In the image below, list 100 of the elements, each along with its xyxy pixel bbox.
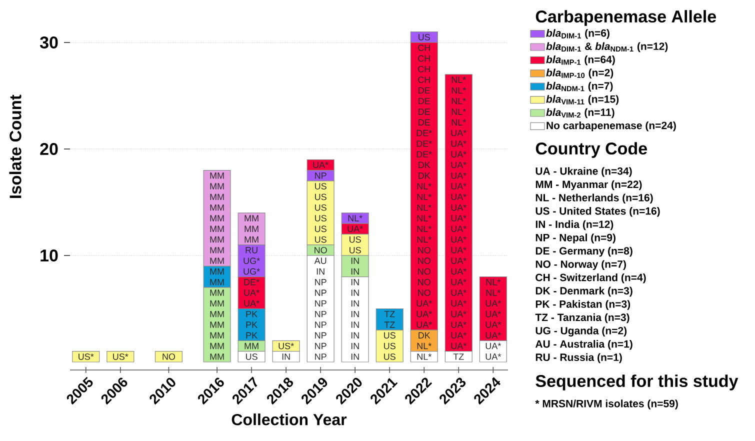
annotation: NO <box>418 290 430 296</box>
annotation: NP <box>315 172 326 179</box>
annotation: AU <box>314 258 326 264</box>
annotation: IN <box>316 268 324 275</box>
annotation: NL* <box>417 226 432 232</box>
annotation: UA* <box>451 151 466 158</box>
annotation: DE <box>418 87 430 94</box>
x-axis-title: Collection Year <box>232 414 347 426</box>
annotation: MM <box>244 342 258 350</box>
annotation: DE* <box>416 151 432 158</box>
annotation: UA* <box>451 247 466 254</box>
text: NP - Nepal (n=9) <box>536 234 616 244</box>
y-tick-label: 20 <box>40 142 58 156</box>
annotation: MM <box>210 226 224 232</box>
annotation: DK <box>418 332 430 338</box>
annotation: NO <box>418 268 430 275</box>
annotation: NP <box>315 310 326 318</box>
annotation: NO <box>418 246 430 254</box>
annotation: IN <box>351 258 359 264</box>
annotation: UA* <box>451 183 466 190</box>
annotation: NL* <box>348 215 362 222</box>
text: CH - Switzerland (n=4) <box>536 273 646 284</box>
annotation: NL* <box>452 76 466 83</box>
annotation: IN <box>351 279 359 286</box>
annotation: PK <box>246 332 258 338</box>
annotation: US <box>315 236 326 243</box>
annotation: UA* <box>486 322 502 328</box>
annotation: NO <box>162 353 176 360</box>
annotation: MM <box>210 290 224 296</box>
annotation: NL* <box>417 215 432 222</box>
annotation: RU <box>246 247 258 254</box>
annotation: NL* <box>417 183 432 190</box>
annotation: CH <box>418 44 430 52</box>
annotation: MM <box>210 354 224 360</box>
annotation: UA* <box>451 332 466 339</box>
annotation: NP <box>315 300 326 307</box>
y-axis-title: Isolate Count <box>9 94 22 198</box>
annotation: US <box>315 194 326 200</box>
annotation: UA* <box>486 300 502 307</box>
annotation: NL* <box>452 108 466 115</box>
text: DK - Denmark (n=3) <box>536 286 632 297</box>
annotation: US* <box>78 353 94 360</box>
annotation: IN <box>282 354 290 360</box>
annotation: UA* <box>451 258 466 264</box>
annotation: UA* <box>451 300 466 307</box>
annotation: MM <box>244 226 258 232</box>
annotation: UA* <box>486 332 502 339</box>
annotation: UA* <box>451 236 466 243</box>
annotation: MM <box>210 194 224 200</box>
text: Sequenced for this study <box>536 374 738 390</box>
annotation: DE <box>418 119 430 126</box>
annotation: UA* <box>486 354 502 360</box>
legend-label: bla$_{VIM-11}$ (n=15) <box>546 95 619 105</box>
annotation: DE <box>418 108 430 115</box>
annotation: TZ <box>384 310 395 318</box>
legend-label: bla$_{IMP-10}$ (n=2) <box>546 68 614 78</box>
annotation: MM <box>210 183 224 190</box>
annotation: IN <box>351 354 359 360</box>
text: TZ - Tanzania (n=3) <box>535 313 630 324</box>
annotation: MM <box>210 332 224 338</box>
annotation: UA* <box>451 268 466 275</box>
legend-label: No carbapenemase (n=24) <box>546 121 676 132</box>
annotation: IN <box>351 342 359 350</box>
annotation: NP <box>315 279 326 286</box>
annotation: UA* <box>451 226 466 232</box>
text: US - United States (n=16) <box>536 206 660 217</box>
annotation: MM <box>210 247 224 254</box>
annotation: UA* <box>416 322 432 328</box>
annotation: NP <box>315 354 326 360</box>
annotation: NL* <box>417 194 432 200</box>
annotation: NP <box>315 342 326 350</box>
text: UG - Uganda (n=2) <box>536 326 627 337</box>
annotation: MM <box>210 310 224 318</box>
annotation: MM <box>244 236 258 243</box>
annotation: IN <box>351 310 359 318</box>
annotation: PK <box>246 310 258 318</box>
legend-label: bla$_{NDM-1}$ (n=7) <box>546 82 613 92</box>
annotation: UA* <box>451 342 466 350</box>
annotation: UA* <box>451 130 466 136</box>
annotation: US <box>418 34 430 40</box>
legend-title: Carbapenemase Allele <box>536 10 716 26</box>
text: UA - Ukraine (n=34) <box>536 167 632 177</box>
annotation: UA* <box>313 162 328 168</box>
annotation: UA* <box>451 172 466 179</box>
annotation: IN <box>351 300 359 307</box>
legend-label: bla$_{DIM-1}$ (n=6) <box>546 29 610 39</box>
annotation: UA* <box>416 310 432 318</box>
text: NL - Netherlands (n=16) <box>536 194 653 204</box>
annotation: UA* <box>486 342 502 350</box>
annotation: MM <box>244 215 258 222</box>
annotation: NO <box>314 246 327 254</box>
annotation: MM <box>210 215 224 222</box>
annotation: UG* <box>244 268 260 275</box>
annotation: UA* <box>416 300 432 307</box>
annotation: MM <box>210 268 224 275</box>
annotation: UA* <box>451 310 466 318</box>
y-tick-label: 10 <box>40 249 58 262</box>
annotation: US* <box>278 342 294 350</box>
annotation: US <box>246 353 258 360</box>
annotation: MM <box>210 172 224 179</box>
